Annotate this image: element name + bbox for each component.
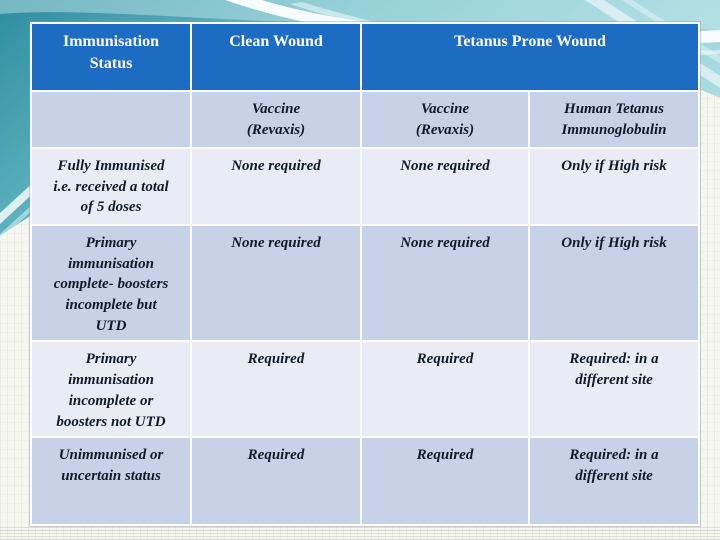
cell-immunoglobulin: Only if High risk — [527, 223, 701, 343]
header-immunisation-status: Immunisation Status — [30, 22, 192, 92]
bottom-stripe-texture — [0, 526, 720, 540]
cell-status: Unimmunised or uncertain status — [30, 436, 192, 527]
cell-status: Fully Immunised i.e. received a total of… — [30, 147, 192, 226]
header-tetanus-prone-wound: Tetanus Prone Wound — [359, 22, 701, 92]
immunisation-table: Immunisation Status Clean Wound Tetanus … — [30, 22, 701, 527]
cell-tetanus-vaccine: None required — [360, 223, 530, 343]
table-row: Unimmunised or uncertain status Required… — [30, 436, 701, 527]
subheader-clean-vaccine: Vaccine (Revaxis) — [190, 90, 362, 149]
cell-tetanus-vaccine: Required — [360, 436, 530, 527]
cell-clean-vaccine: Required — [190, 340, 362, 439]
table-row: Primary immunisation complete- boosters … — [30, 223, 701, 343]
table-header-row: Immunisation Status Clean Wound Tetanus … — [30, 22, 701, 92]
cell-tetanus-vaccine: Required — [360, 340, 530, 439]
table-row: Fully Immunised i.e. received a total of… — [30, 147, 701, 226]
cell-immunoglobulin: Only if High risk — [527, 147, 701, 226]
cell-immunoglobulin: Required: in a different site — [527, 340, 701, 439]
immunisation-table-container: Immunisation Status Clean Wound Tetanus … — [30, 22, 701, 527]
table-row: Primary immunisation incomplete or boost… — [30, 340, 701, 439]
table-subheader-row: Vaccine (Revaxis) Vaccine (Revaxis) Huma… — [30, 90, 701, 149]
cell-clean-vaccine: None required — [190, 223, 362, 343]
cell-clean-vaccine: Required — [190, 436, 362, 527]
subheader-empty-cell — [30, 90, 192, 149]
subheader-tetanus-vaccine: Vaccine (Revaxis) — [360, 90, 530, 149]
cell-immunoglobulin: Required: in a different site — [527, 436, 701, 527]
header-clean-wound: Clean Wound — [190, 22, 362, 92]
cell-clean-vaccine: None required — [190, 147, 362, 226]
cell-status: Primary immunisation complete- boosters … — [30, 223, 192, 343]
cell-tetanus-vaccine: None required — [360, 147, 530, 226]
cell-status: Primary immunisation incomplete or boost… — [30, 340, 192, 439]
subheader-immunoglobulin: Human Tetanus Immunoglobulin — [527, 90, 701, 149]
